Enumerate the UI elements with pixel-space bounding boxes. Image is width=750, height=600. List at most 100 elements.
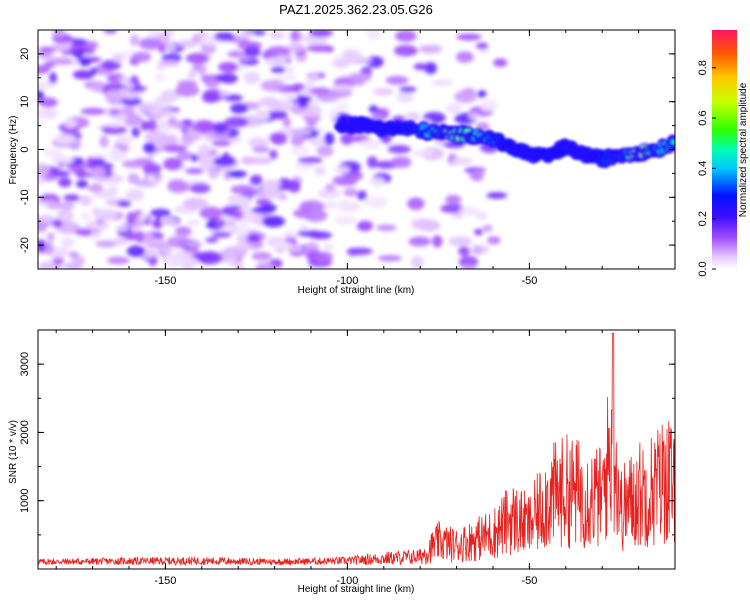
noise-blob [412, 150, 435, 157]
noise-blob [122, 97, 142, 106]
noise-blob [333, 59, 352, 68]
noise-blob [338, 200, 351, 207]
noise-blob [286, 43, 305, 53]
noise-blob [72, 255, 85, 266]
noise-blob [304, 36, 328, 46]
noise-blob [458, 246, 470, 257]
noise-blob [61, 237, 74, 248]
noise-blob [458, 256, 479, 268]
noise-blob [90, 166, 106, 180]
noise-blob [376, 224, 397, 231]
noise-blob [368, 105, 379, 113]
colorbar-label: Normalized spectral amplitude [738, 82, 749, 217]
noise-blob [283, 231, 300, 238]
noise-blob [93, 208, 118, 222]
noise-blob [377, 255, 402, 262]
noise-blob [461, 87, 476, 97]
noise-blob [298, 95, 309, 109]
noise-blob [143, 142, 156, 154]
spectrogram-ytick-label: 20 [19, 48, 31, 60]
noise-blob [475, 42, 489, 50]
noise-blob [199, 206, 223, 220]
noise-blob [58, 177, 72, 188]
noise-blob [43, 108, 58, 119]
noise-blob [158, 59, 181, 67]
noise-blob [270, 110, 288, 119]
noise-blob [109, 149, 128, 162]
noise-blob [418, 44, 443, 54]
noise-blob [309, 71, 320, 82]
noise-blob [125, 188, 145, 202]
noise-blob [108, 185, 118, 197]
noise-blob [306, 44, 333, 52]
noise-blob [79, 58, 91, 67]
noise-blob [493, 58, 508, 67]
noise-blob [101, 126, 128, 135]
noise-blob [319, 202, 339, 209]
noise-blob [254, 109, 271, 121]
noise-blob [124, 232, 139, 241]
noise-blob [341, 49, 362, 62]
noise-blob [101, 59, 121, 71]
noise-blob [410, 218, 436, 230]
noise-blob [56, 209, 74, 223]
noise-blob [399, 86, 417, 93]
noise-blob [58, 201, 74, 211]
noise-blob [166, 236, 192, 248]
noise-blob [197, 154, 214, 165]
noise-blob [446, 102, 463, 115]
noise-blob [290, 146, 310, 156]
noise-blob [148, 242, 171, 249]
noise-blob [252, 145, 270, 153]
noise-blob [126, 245, 146, 257]
noise-blob [234, 31, 256, 39]
noise-blob [314, 135, 326, 148]
noise-blob [272, 74, 299, 81]
noise-blob [413, 63, 428, 71]
noise-blob [243, 46, 261, 58]
noise-blob [131, 51, 152, 63]
colorbar-tick-label: 0.2 [697, 211, 709, 226]
snr-ylabel: SNR (10 * v/v) [8, 420, 19, 484]
noise-blob [48, 72, 58, 84]
noise-blob [38, 81, 56, 90]
noise-blob [167, 116, 178, 127]
noise-blob [108, 108, 121, 116]
spectrogram-ytick-label: 0 [19, 146, 31, 152]
noise-blob [72, 70, 93, 80]
noise-blob [236, 234, 246, 245]
noise-blob [278, 194, 288, 201]
noise-blob [153, 171, 162, 181]
noise-blob [469, 170, 481, 181]
noise-blob [208, 167, 220, 179]
noise-blob [269, 149, 278, 160]
spectrogram-ylabel: Frequency (Hz) [8, 116, 19, 185]
noise-blob [175, 229, 192, 236]
noise-blob [160, 254, 187, 267]
noise-blob [103, 30, 117, 34]
noise-blob [78, 195, 93, 206]
noise-blob [38, 65, 50, 75]
noise-blob [38, 176, 45, 186]
noise-blob [431, 79, 454, 86]
noise-blob [407, 197, 425, 210]
noise-blob [282, 117, 291, 128]
noise-blob [266, 46, 291, 58]
noise-blob [99, 135, 109, 148]
noise-blob [334, 215, 358, 225]
noise-blob [276, 54, 288, 62]
noise-blob [270, 132, 288, 145]
colorbar: 0.0 0.2 0.4 0.6 0.8 Normalized spectral ampl… [697, 30, 749, 277]
noise-blob [468, 113, 481, 120]
noise-blob [316, 145, 334, 157]
noise-blob [190, 154, 199, 162]
noise-blob [455, 51, 474, 63]
noise-blob [356, 190, 367, 201]
noise-blob [297, 230, 322, 237]
noise-blob [183, 197, 209, 209]
noise-blob [340, 133, 354, 145]
noise-blob [165, 134, 179, 148]
spectrogram-ytick-label: 10 [19, 96, 31, 108]
noise-blob [325, 183, 336, 192]
